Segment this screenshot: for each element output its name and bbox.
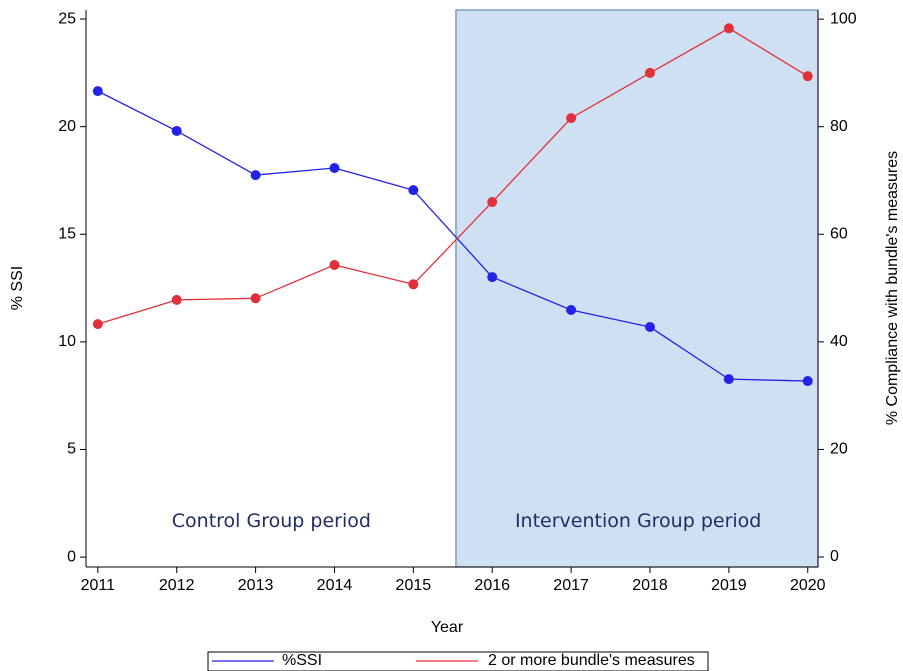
series-point: [487, 197, 498, 208]
x-tick-label: 2015: [396, 577, 432, 594]
series-point: [644, 322, 655, 333]
series-point: [171, 125, 182, 136]
y2-tick-label: 0: [830, 548, 839, 565]
x-tick-label: 2017: [553, 577, 589, 594]
annotation: Intervention Group period: [515, 510, 761, 532]
y2-tick-label: 100: [830, 10, 857, 27]
y2-tick-label: 40: [830, 333, 848, 350]
y2-axis-label: % Compliance with bundle's measures: [884, 151, 901, 425]
series-point: [250, 293, 261, 304]
y-tick-label: 0: [67, 548, 76, 565]
x-tick-label: 2011: [81, 577, 116, 594]
x-axis-label: Year: [431, 619, 464, 636]
series-point: [408, 185, 419, 196]
series-point: [250, 170, 261, 181]
series-point: [566, 113, 577, 124]
x-tick-label: 2016: [474, 577, 510, 594]
y2-tick-label: 20: [830, 441, 848, 458]
y-tick-label: 15: [58, 225, 76, 242]
legend-label: 2 or more bundle's measures: [488, 652, 695, 669]
series-point: [171, 294, 182, 305]
x-tick-label: 2014: [317, 577, 353, 594]
x-tick-label: 2020: [790, 577, 826, 594]
series-point: [487, 272, 498, 283]
y-tick-label: 25: [58, 10, 76, 27]
x-tick-label: 2013: [238, 577, 274, 594]
series-point: [723, 23, 734, 34]
annotation: Control Group period: [172, 510, 371, 532]
y-tick-label: 10: [58, 333, 76, 350]
y-axis-label: % SSI: [9, 266, 26, 310]
series-point: [329, 162, 340, 173]
shaded-region: [455, 9, 819, 568]
series-line: [97, 27, 809, 325]
series-point: [92, 319, 103, 330]
x-tick-label: 2019: [711, 577, 747, 594]
series-point: [723, 374, 734, 385]
series-point: [802, 376, 813, 387]
y2-tick-label: 80: [830, 118, 848, 135]
series-point: [329, 259, 340, 270]
series-point: [408, 279, 419, 290]
y-tick-label: 20: [58, 118, 76, 135]
series-point: [92, 86, 103, 97]
series-point: [566, 305, 577, 316]
series-line: [97, 90, 808, 382]
legend-label: %SSI: [282, 652, 322, 669]
x-tick-label: 2018: [632, 577, 668, 594]
y-tick-label: 5: [67, 441, 76, 458]
series-point: [802, 71, 813, 82]
x-tick-label: 2012: [159, 577, 195, 594]
y2-tick-label: 60: [830, 226, 848, 243]
series-point: [644, 67, 655, 78]
